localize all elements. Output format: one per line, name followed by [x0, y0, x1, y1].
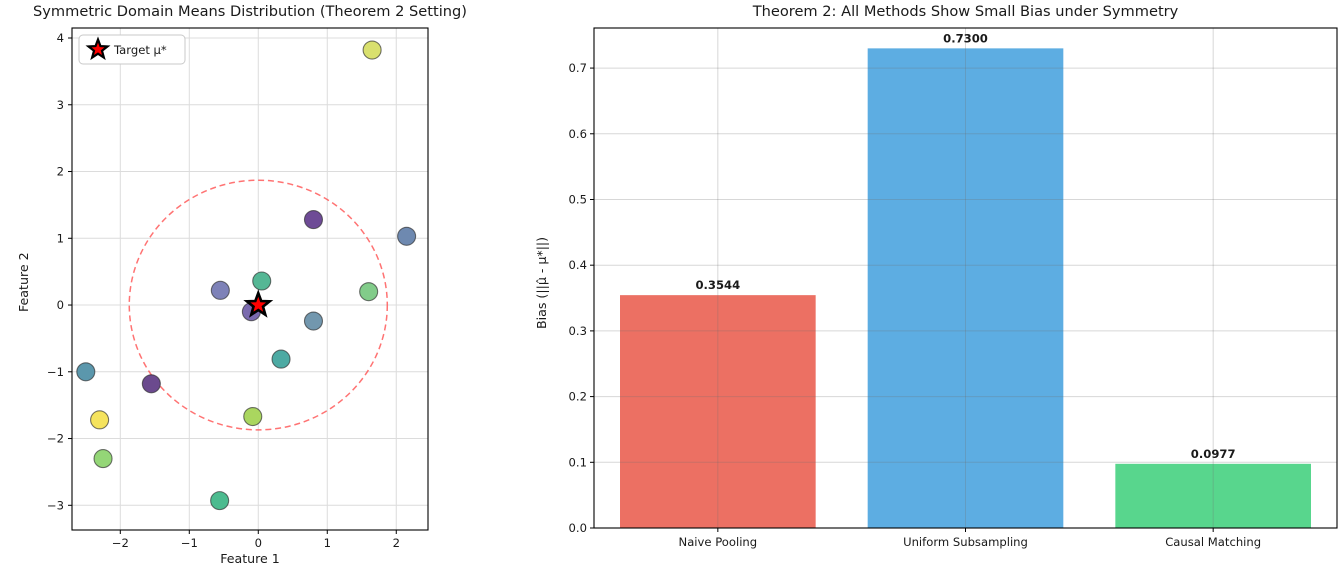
- scatter-point: [397, 226, 417, 246]
- scatter-y-axis-label: Feature 2: [16, 252, 31, 312]
- scatter-point: [76, 362, 96, 382]
- x-tick-label: 1: [324, 536, 331, 550]
- y-tick-label: 0: [57, 298, 64, 312]
- scatter-plot-area: −2 −1 0 1 2 −3 −2 −1 0 1 2 3 4 Target μ*: [47, 27, 429, 550]
- x-tick-label: −1: [181, 536, 198, 550]
- y-tick-label: 0.3: [569, 324, 587, 338]
- target-star-icon: [243, 289, 274, 318]
- y-tick-label: 0.1: [569, 455, 587, 469]
- bar-plot-area: 0.3544 0.7300 0.0977 0.0 0.1 0.2 0.3 0.4 0.5 0.6 0…: [569, 27, 1338, 549]
- plot-border: [593, 27, 1338, 529]
- scatter-point: [210, 280, 230, 300]
- y-tick-label: 0.7: [569, 61, 587, 75]
- scatter-point: [359, 282, 379, 302]
- y-tick-label: 0.0: [569, 521, 587, 535]
- y-tick-label: 0.5: [569, 192, 587, 206]
- scatter-point: [362, 40, 382, 60]
- bar-value-label: 0.3544: [695, 278, 740, 292]
- scatter-point: [252, 271, 272, 291]
- bar-y-axis-label: Bias (||μ̂ - μ*||): [534, 236, 549, 329]
- bar-title: Theorem 2: All Methods Show Small Bias u…: [752, 3, 1179, 20]
- y-tick-label: 0.4: [569, 258, 587, 272]
- y-tick-label: −3: [47, 498, 64, 512]
- bar-naive-pooling: [620, 295, 816, 528]
- scatter-point: [93, 449, 113, 469]
- scatter-title: Symmetric Domain Means Distribution (The…: [33, 3, 467, 20]
- bar-value-label: 0.7300: [943, 31, 988, 45]
- bar-uniform-subsampling: [867, 48, 1064, 529]
- category-label: Naive Pooling: [679, 535, 758, 549]
- scatter-x-axis-label: Feature 1: [220, 551, 280, 566]
- y-tick-label: −1: [47, 365, 64, 379]
- plot-border: [71, 27, 429, 531]
- x-tick-label: −2: [112, 536, 129, 550]
- bar-causal-matching: [1115, 463, 1311, 528]
- legend-box: [78, 34, 186, 65]
- bar-value-label: 0.0977: [1191, 447, 1236, 461]
- x-tick-label: 0: [255, 536, 262, 550]
- category-label: Uniform Subsampling: [903, 535, 1028, 549]
- scatter-point: [271, 349, 291, 369]
- y-tick-label: 0.2: [569, 390, 587, 404]
- y-tick-label: 2: [57, 165, 64, 179]
- y-tick-label: 1: [57, 231, 64, 245]
- scatter-point: [303, 210, 324, 230]
- scatter-point: [141, 374, 161, 394]
- category-label: Causal Matching: [1165, 535, 1261, 549]
- scatter-point: [210, 491, 230, 511]
- y-tick-label: −2: [47, 432, 64, 446]
- scatter-point: [90, 410, 110, 430]
- scatter-point: [243, 406, 263, 427]
- y-tick-label: 4: [57, 31, 64, 45]
- x-tick-label: 2: [393, 536, 400, 550]
- legend: Target μ*: [78, 34, 186, 65]
- legend-star-icon: [85, 36, 111, 61]
- y-tick-label: 3: [57, 98, 64, 112]
- y-tick-label: 0.6: [569, 127, 587, 141]
- legend-label: Target μ*: [113, 43, 167, 57]
- radius-circle: [128, 179, 389, 431]
- scatter-point: [303, 311, 324, 331]
